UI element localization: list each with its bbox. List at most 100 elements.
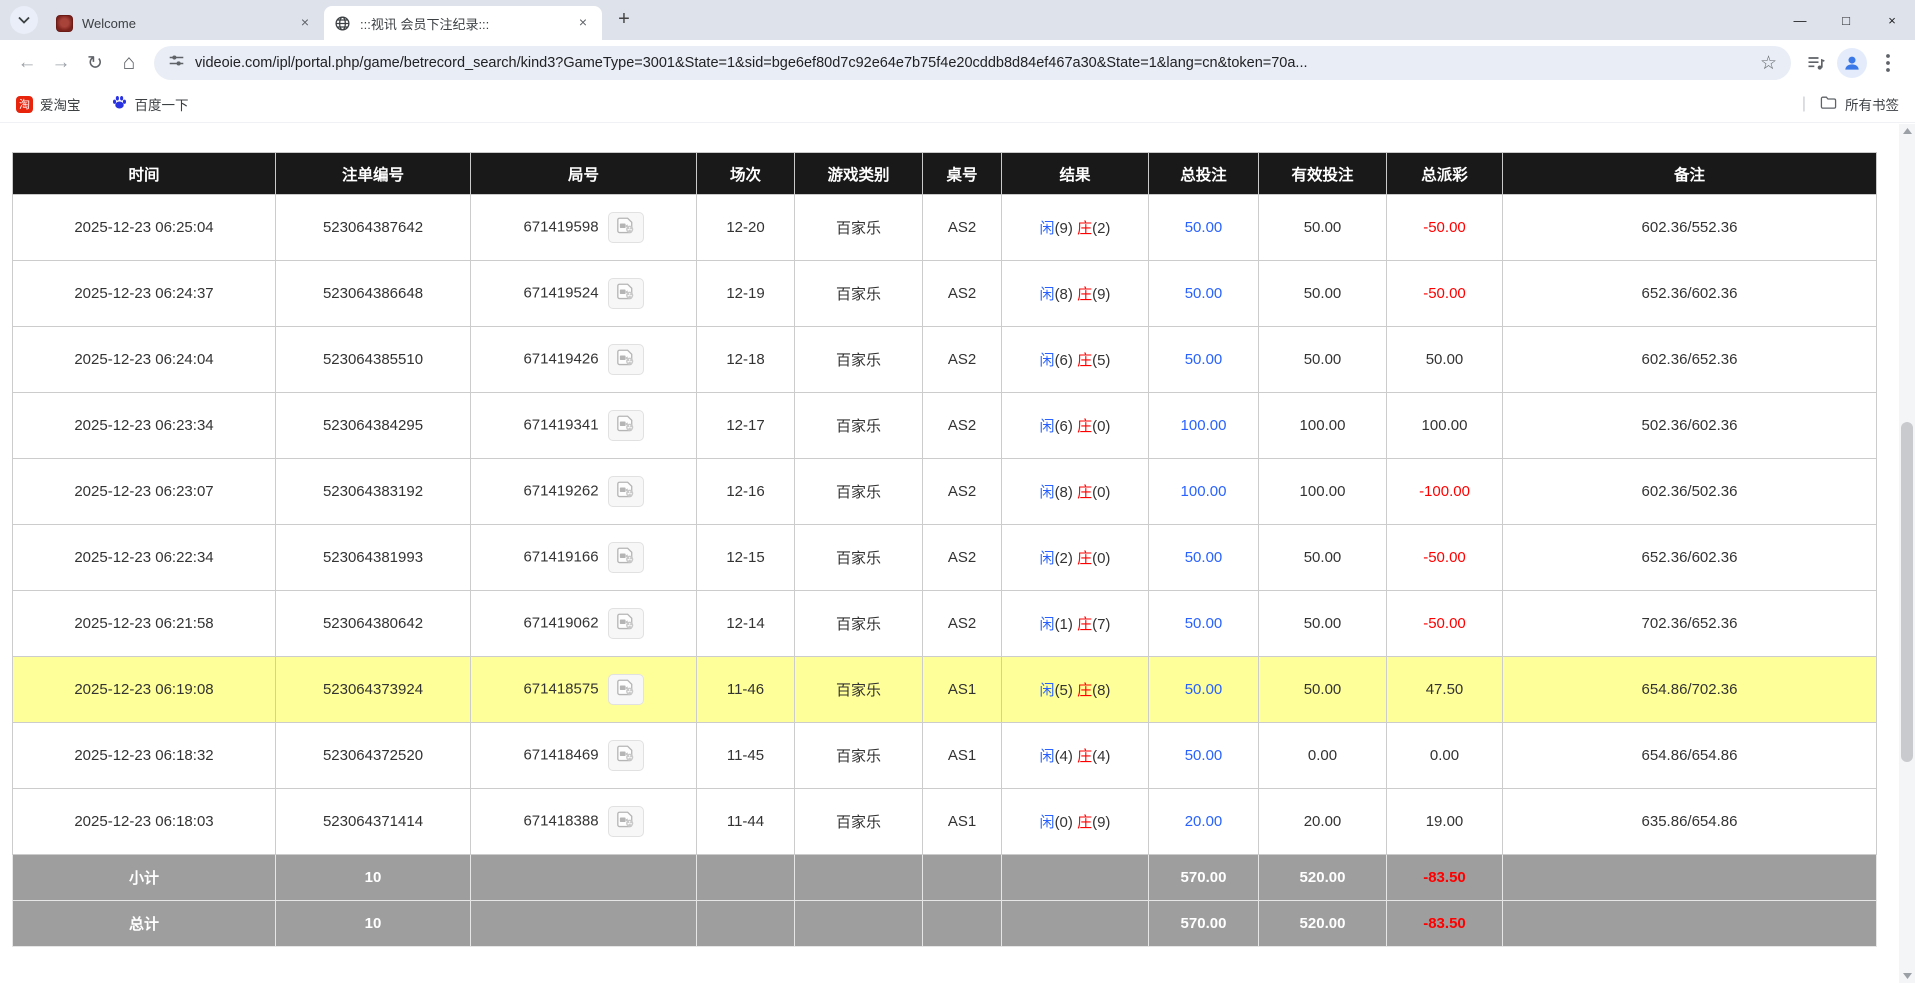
video-file-icon <box>616 745 636 767</box>
summary-label: 总计 <box>12 900 276 947</box>
cell-session: 12-15 <box>696 524 795 591</box>
cell-valid-bet: 100.00 <box>1258 392 1387 459</box>
scrollbar-thumb[interactable] <box>1901 422 1913 762</box>
cell-game-type: 百家乐 <box>794 788 923 855</box>
cell-payout: -50.00 <box>1386 590 1503 657</box>
media-controls-icon[interactable] <box>1799 46 1833 80</box>
cell-time: 2025-12-23 06:23:34 <box>12 392 276 459</box>
bookmark-label: 爱淘宝 <box>40 98 81 113</box>
close-icon[interactable]: × <box>578 14 588 30</box>
menu-kebab-icon[interactable] <box>1871 46 1905 80</box>
window-controls: — □ × <box>1777 0 1915 40</box>
video-replay-button[interactable] <box>607 278 644 309</box>
tab-search-button[interactable] <box>10 6 38 34</box>
cell-table-id: AS1 <box>922 788 1002 855</box>
cell-bet-id: 523064372520 <box>275 722 471 789</box>
cell-game-type: 百家乐 <box>794 524 923 591</box>
site-settings-icon[interactable] <box>168 52 185 74</box>
cell-round-id: 671419262 <box>470 458 697 525</box>
cell-total-bet: 50.00 <box>1148 260 1259 327</box>
cell-valid-bet: 50.00 <box>1258 590 1387 657</box>
reload-button[interactable]: ↻ <box>87 52 103 74</box>
cell-table-id: AS2 <box>922 194 1002 261</box>
video-file-icon <box>616 217 636 239</box>
cell-session: 12-19 <box>696 260 795 327</box>
cell-time: 2025-12-23 06:22:34 <box>12 524 276 591</box>
cell-total-bet: 50.00 <box>1148 656 1259 723</box>
summary-payout: -83.50 <box>1386 900 1503 947</box>
cell-note: 602.36/652.36 <box>1502 326 1877 393</box>
video-replay-button[interactable] <box>607 608 644 639</box>
folder-icon <box>1820 95 1845 113</box>
globe-icon <box>334 15 351 32</box>
back-button[interactable]: ← <box>17 52 37 73</box>
scroll-down-icon[interactable] <box>1899 969 1915 983</box>
cell-payout: -50.00 <box>1386 524 1503 591</box>
cell-session: 12-20 <box>696 194 795 261</box>
video-replay-button[interactable] <box>607 212 644 243</box>
new-tab-button[interactable]: + <box>618 8 630 30</box>
cell-round-id: 671419426 <box>470 326 697 393</box>
video-file-icon <box>616 547 636 569</box>
table-row: 2025-12-23 06:19:08 523064373924 671418575… <box>12 656 1877 723</box>
video-replay-button[interactable] <box>607 410 644 441</box>
cell-valid-bet: 20.00 <box>1258 788 1387 855</box>
cell-result: 闲(6) 庄(5) <box>1001 326 1149 393</box>
all-bookmarks[interactable]: | 所有书签 <box>1802 94 1899 114</box>
column-header: 注单编号 <box>275 152 471 195</box>
url-text[interactable]: videoie.com/ipl/portal.php/game/betrecor… <box>195 55 1308 71</box>
summary-count: 10 <box>275 854 471 901</box>
address-bar[interactable]: videoie.com/ipl/portal.php/game/betrecor… <box>154 46 1791 80</box>
page-content: 时间 注单编号 局号 场次 游戏类别 桌号 结果 总投注 有效投注 总派彩 备注 2025-12-2… <box>0 152 1915 983</box>
bet-record-table: 时间 注单编号 局号 场次 游戏类别 桌号 结果 总投注 有效投注 总派彩 备注 2025-12-2… <box>12 152 1877 947</box>
bookmark-taobao[interactable]: 淘 爱淘宝 <box>16 94 81 114</box>
tab-title: :::视讯 会员下注纪录::: <box>360 16 490 32</box>
cell-table-id: AS2 <box>922 590 1002 657</box>
cell-table-id: AS1 <box>922 722 1002 789</box>
video-replay-button[interactable] <box>607 740 644 771</box>
table-row: 2025-12-23 06:21:58 523064380642 671419062… <box>12 590 1877 657</box>
cell-total-bet: 50.00 <box>1148 326 1259 393</box>
cell-table-id: AS2 <box>922 392 1002 459</box>
cell-table-id: AS2 <box>922 458 1002 525</box>
bookmark-star-icon[interactable]: ☆ <box>1759 52 1777 74</box>
cell-payout: -50.00 <box>1386 260 1503 327</box>
home-button[interactable]: ⌂ <box>122 51 136 74</box>
profile-avatar[interactable] <box>1837 48 1867 78</box>
cell-bet-id: 523064385510 <box>275 326 471 393</box>
cell-table-id: AS2 <box>922 326 1002 393</box>
scroll-up-icon[interactable] <box>1899 124 1915 138</box>
cell-time: 2025-12-23 06:21:58 <box>12 590 276 657</box>
forward-button[interactable]: → <box>51 52 71 73</box>
tab-welcome[interactable]: Welcome × <box>46 6 324 40</box>
vertical-scrollbar[interactable] <box>1899 124 1915 983</box>
cell-total-bet: 100.00 <box>1148 458 1259 525</box>
bookmark-label: 百度一下 <box>134 98 189 113</box>
tab-bet-record[interactable]: :::视讯 会员下注纪录::: × <box>324 6 602 40</box>
minimize-button[interactable]: — <box>1793 12 1807 28</box>
video-replay-button[interactable] <box>607 674 644 705</box>
maximize-button[interactable]: □ <box>1842 12 1850 28</box>
video-file-icon <box>616 349 636 371</box>
cell-bet-id: 523064383192 <box>275 458 471 525</box>
summary-count: 10 <box>275 900 471 947</box>
cell-round-id: 671419598 <box>470 194 697 261</box>
tab-strip: Welcome × :::视讯 会员下注纪录::: × + — □ × <box>0 0 1915 40</box>
cell-time: 2025-12-23 06:24:37 <box>12 260 276 327</box>
video-replay-button[interactable] <box>607 344 644 375</box>
all-bookmarks-label: 所有书签 <box>1845 98 1899 113</box>
cell-time: 2025-12-23 06:18:32 <box>12 722 276 789</box>
close-icon[interactable]: × <box>300 14 310 30</box>
cell-session: 12-18 <box>696 326 795 393</box>
cell-total-bet: 100.00 <box>1148 392 1259 459</box>
window-close-button[interactable]: × <box>1888 12 1896 28</box>
video-replay-button[interactable] <box>607 476 644 507</box>
cell-payout: 47.50 <box>1386 656 1503 723</box>
cell-round-id: 671419166 <box>470 524 697 591</box>
separator: | <box>1801 95 1806 112</box>
bookmark-baidu[interactable]: 百度一下 <box>111 94 189 114</box>
cell-game-type: 百家乐 <box>794 326 923 393</box>
video-replay-button[interactable] <box>607 542 644 573</box>
cell-time: 2025-12-23 06:24:04 <box>12 326 276 393</box>
video-replay-button[interactable] <box>607 806 644 837</box>
